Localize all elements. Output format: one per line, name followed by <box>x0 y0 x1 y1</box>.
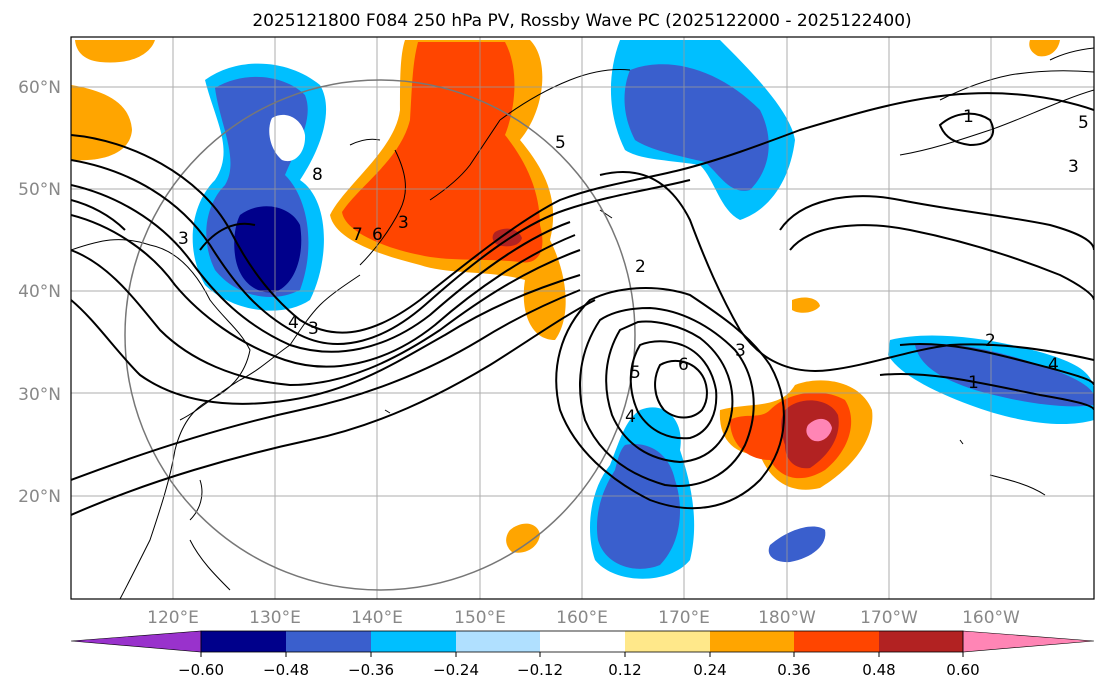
colorbar-bin <box>710 631 794 652</box>
lon-label: 160°W <box>962 608 1020 628</box>
radius-circle <box>124 79 636 591</box>
positive-anomaly-japan-core <box>342 42 543 263</box>
positive-anomaly-dateline-peak <box>806 418 832 442</box>
map-panel: 8 7 6 5 4 3 3 2 3 4 5 6 1 1 2 3 4 5 3 <box>71 37 1094 599</box>
negative-anomaly-east-core <box>915 343 1094 407</box>
colorbar-extend-low <box>70 630 202 653</box>
contour-label: 3 <box>1068 157 1079 177</box>
colorbar-bin <box>879 631 963 652</box>
contour-label: 6 <box>678 355 689 375</box>
contour-label: 2 <box>635 257 646 277</box>
lon-label: 130°E <box>249 608 301 628</box>
colorbar-bin <box>625 631 710 652</box>
latitude-labels: 60°N 50°N 40°N 30°N 20°N <box>18 78 61 507</box>
colorbar-tick-label: −0.48 <box>263 661 309 679</box>
positive-anomaly-patch-ne <box>1029 40 1060 57</box>
colorbar-tick-label: 0.36 <box>777 661 810 679</box>
negative-anomaly-asia-core <box>234 206 302 293</box>
lat-label: 30°N <box>18 385 61 405</box>
colorbar-frame <box>200 630 964 653</box>
colorbar-bin <box>456 631 540 652</box>
longitude-labels: 120°E 130°E 140°E 150°E 160°E 170°E 180°… <box>147 608 1020 628</box>
contour-label: 8 <box>312 165 323 185</box>
anomaly-hole <box>269 114 306 162</box>
positive-anomaly-patch-nw <box>75 40 155 63</box>
contour-label: 3 <box>735 341 746 361</box>
contour-label: 5 <box>555 133 566 153</box>
colorbar-tick-label: 0.48 <box>862 661 895 679</box>
contour-labels: 8 7 6 5 4 3 3 2 3 4 5 6 1 1 2 3 4 5 3 <box>178 107 1089 427</box>
positive-anomaly-patch-s <box>506 523 540 553</box>
map-frame <box>70 36 1095 600</box>
lon-label: 140°E <box>351 608 403 628</box>
colorbar-bin <box>371 631 456 652</box>
colorbar-tick-label: −0.12 <box>517 661 563 679</box>
positive-anomaly-japan-max <box>492 228 522 247</box>
lat-label: 60°N <box>18 78 61 98</box>
colorbar-tick-label: 0.12 <box>608 661 641 679</box>
lon-label: 170°W <box>860 608 918 628</box>
lon-label: 180°W <box>758 608 816 628</box>
colorbar-tick-labels: −0.60 −0.48 −0.36 −0.24 −0.12 0.12 0.24 … <box>178 661 980 679</box>
colorbar: −0.60 −0.48 −0.36 −0.24 −0.12 0.12 0.24 … <box>70 630 1095 679</box>
contour-label: 7 <box>352 225 363 245</box>
negative-anomaly-small <box>768 526 826 563</box>
colorbar-tick-label: −0.60 <box>178 661 224 679</box>
gridlines <box>71 37 1094 599</box>
colorbar-bin <box>201 631 286 652</box>
colorbar-tick-label: 0.24 <box>693 661 726 679</box>
map-title: 2025121800 F084 250 hPa PV, Rossby Wave … <box>252 11 911 31</box>
negative-anomaly-nepac-core <box>624 64 769 191</box>
contour-label: 1 <box>963 107 974 127</box>
colorbar-tick-label: 0.60 <box>946 661 979 679</box>
lon-label: 170°E <box>658 608 710 628</box>
colorbar-bin <box>286 631 371 652</box>
positive-anomaly-patch-mid <box>792 297 820 313</box>
colorbar-ticks <box>200 652 964 657</box>
contour-label: 4 <box>288 313 299 333</box>
contour-label: 6 <box>372 225 383 245</box>
contour-label: 4 <box>1048 355 1059 375</box>
contour-label: 3 <box>398 213 409 233</box>
contour-label: 3 <box>308 319 319 339</box>
colorbar-extend-high <box>962 630 1095 653</box>
colorbar-tick-label: −0.36 <box>348 661 394 679</box>
colorbar-tick-label: −0.24 <box>433 661 479 679</box>
lat-label: 50°N <box>18 180 61 200</box>
positive-anomaly-patch-w <box>71 85 132 161</box>
lon-label: 120°E <box>147 608 199 628</box>
colorbar-bin <box>794 631 879 652</box>
contour-label: 5 <box>630 363 641 383</box>
negative-anomaly-subtropics-core <box>596 444 680 569</box>
contour-label: 4 <box>625 407 636 427</box>
contour-label: 5 <box>1078 113 1089 133</box>
contour-label: 1 <box>968 373 979 393</box>
contour-label: 2 <box>985 331 996 351</box>
lon-label: 160°E <box>556 608 608 628</box>
contour-label: 3 <box>178 229 189 249</box>
colorbar-bin <box>540 631 625 652</box>
lon-label: 150°E <box>454 608 506 628</box>
lat-label: 20°N <box>18 487 61 507</box>
pc-contours <box>71 92 1094 516</box>
lat-label: 40°N <box>18 282 61 302</box>
